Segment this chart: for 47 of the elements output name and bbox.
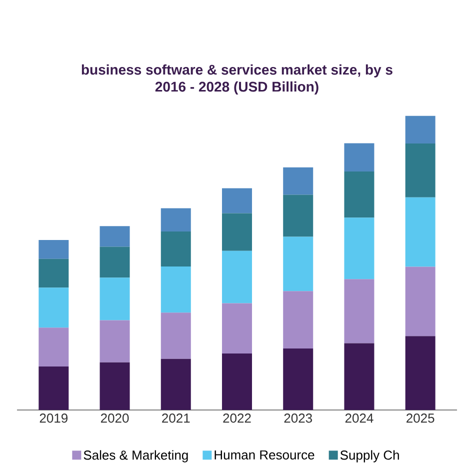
bar (100, 362, 130, 410)
bar (222, 354, 252, 410)
bar (100, 278, 130, 320)
legend-label: Human Resource (214, 450, 314, 460)
x-tick-label: 2024 (345, 414, 374, 423)
bar (283, 291, 314, 349)
bar (38, 328, 69, 366)
bar (160, 208, 191, 232)
bar (405, 144, 436, 198)
bar (160, 312, 191, 359)
bar (405, 197, 436, 267)
bar (405, 336, 436, 410)
bar (100, 226, 130, 247)
legend-label: Sales & Marketing (84, 450, 188, 462)
bar (344, 143, 374, 172)
bar (160, 231, 191, 266)
bar (344, 171, 374, 218)
x-tick-label: 2022 (223, 414, 251, 423)
bar (160, 358, 191, 410)
bar (222, 188, 252, 214)
x-tick-label: 2020 (100, 414, 129, 423)
bar (38, 366, 69, 410)
x-tick-label: 2019 (40, 414, 68, 423)
bar (100, 246, 130, 278)
bar (38, 240, 69, 259)
x-tick-label: 2023 (284, 414, 312, 423)
bar (38, 288, 69, 328)
bar (405, 266, 436, 336)
chart-subtitle: 2016 - 2028 (USD Billion) (155, 81, 318, 94)
bar (344, 343, 374, 410)
bar (100, 320, 130, 362)
bar (38, 258, 69, 288)
bar (283, 167, 314, 195)
chart-title: business software & services market size, by s (82, 64, 392, 78)
bar (222, 250, 252, 304)
bar (160, 266, 191, 313)
bar (222, 303, 252, 354)
x-tick-label: 2021 (162, 414, 190, 423)
legend-label: Supply Ch (340, 450, 399, 462)
bar (344, 279, 374, 344)
bar (283, 194, 314, 237)
bar (222, 213, 252, 251)
x-tick-label: 2025 (406, 414, 434, 423)
bar (405, 116, 436, 144)
bar (283, 236, 314, 292)
bar (344, 218, 374, 280)
bar (283, 348, 314, 410)
